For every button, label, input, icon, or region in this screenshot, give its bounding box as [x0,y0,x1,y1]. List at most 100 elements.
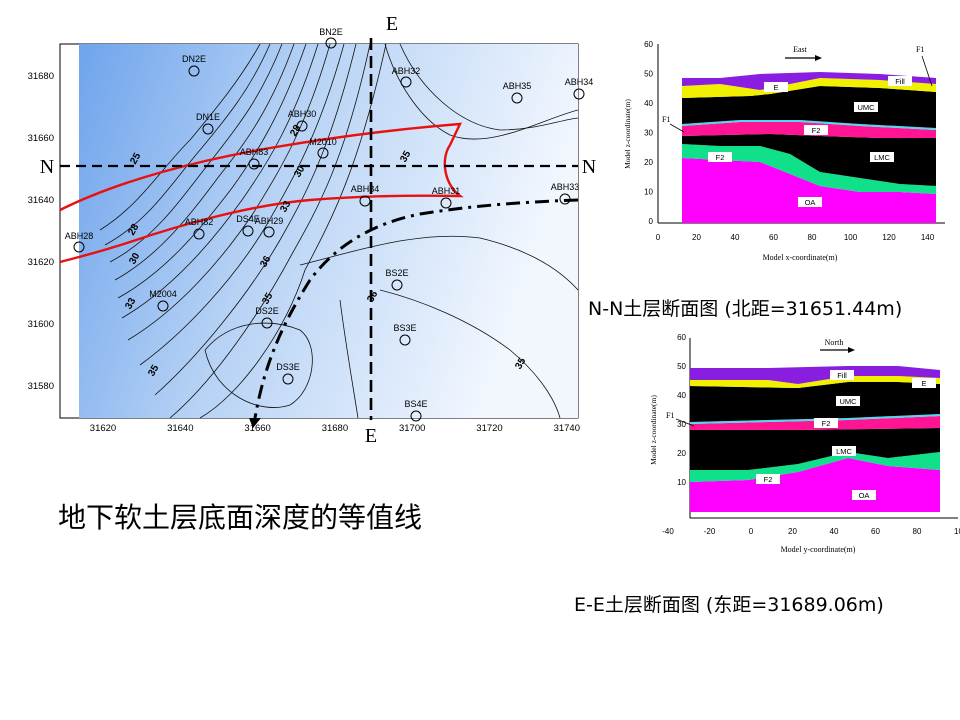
borehole-label: M2010 [309,137,337,147]
ee-layer-label-box [814,418,838,428]
ee-layer-label-box [832,446,856,456]
section-nn-caption: N-N土层断面图 (北距=31651.44m) [588,298,903,320]
soft-soil-boundary [59,122,464,264]
map-x-tick-label: 31720 [476,423,502,434]
ee-x-tick-label: -20 [704,527,716,536]
borehole-label: ABH31 [432,186,461,196]
fault-line [253,198,579,419]
borehole-label: DN2E [182,54,206,64]
nn-y-tick-label: 20 [644,158,653,167]
contour-value-label: 30 [292,164,307,180]
nn-layer-label-box [854,102,878,112]
nn-layer-label: UMC [857,103,875,112]
ee-layer-label-box [836,396,860,406]
borehole-marker [511,92,523,104]
map-y-tick-label: 31580 [28,381,54,392]
map-x-tick-label: 31680 [322,423,348,434]
ee-y-tick-label: 50 [677,362,686,371]
borehole-marker [202,123,214,135]
borehole-marker [359,195,371,207]
borehole-label: BS3E [393,323,416,333]
nn-y-tick-label: 60 [644,40,653,49]
borehole-label: BS2E [385,268,408,278]
borehole-label: ABH82 [185,217,214,227]
nn-layer-label-box [764,82,788,92]
borehole-marker [282,373,294,385]
contour-value-label: 25 [128,151,143,167]
ee-x-tick-label: 60 [871,527,880,536]
borehole-label: ABH29 [255,216,284,226]
borehole-marker [157,300,169,312]
contour-value-label: 35 [398,149,413,165]
nn-x-tick-label: 100 [844,233,858,242]
borehole-marker [261,317,273,329]
nn-x-tick-label: 20 [692,233,701,242]
ee-lmc-layer [690,428,940,470]
nn-f2-green-layer [682,144,936,194]
ee-layer-label: F2 [764,475,773,484]
borehole-marker [410,410,422,422]
contour-value-label: 35 [146,363,161,379]
borehole-marker [400,76,412,88]
nn-e-layer [682,78,936,98]
borehole-marker [391,279,403,291]
ee-y-tick-label: 20 [677,449,686,458]
nn-direction-label: East [793,45,808,54]
borehole-label: DN1E [196,112,220,122]
nn-x-tick-label: 140 [921,233,935,242]
map-y-tick-label: 31660 [28,133,54,144]
section-n-right-label: N [582,156,596,178]
contour-value-label: 28 [126,222,141,238]
ee-layer-label-box [756,474,780,484]
nn-layer-label: E [773,83,778,92]
ee-f2-green-layer [690,452,940,482]
nn-x-tick-label: 120 [882,233,896,242]
borehole-label: ABH33 [551,182,580,192]
borehole-marker [263,226,275,238]
contour-value-label: 35 [260,291,275,307]
contour-map-title: 地下软土层底面深度的等值线 [58,501,423,534]
ee-x-tick-label: 40 [830,527,839,536]
contour-value-label: 33 [123,296,138,312]
nn-umc-layer [682,86,936,128]
ee-layer-label: F2 [822,419,831,428]
nn-layer-label-box [888,76,912,86]
nn-x-tick-label: 0 [656,233,661,242]
nn-layer-label: F2 [716,153,725,162]
nn-fill-layer [682,72,936,90]
ee-layer-label-box [912,378,936,388]
ee-y-tick-label: 30 [677,420,686,429]
contour-value-label: 36 [365,289,380,305]
ee-oa-layer [690,458,940,512]
nn-x-tick-label: 40 [731,233,740,242]
ee-fault-left-label: F1 [666,411,674,420]
borehole-marker [73,241,85,253]
map-x-tick-label: 31740 [554,423,580,434]
nn-layer-label-box [798,197,822,207]
nn-y-tick-label: 30 [644,129,653,138]
borehole-label: ABH84 [351,184,380,194]
borehole-label: ABH32 [392,66,421,76]
contour-lines [99,44,578,418]
borehole-label: DS3E [276,362,300,372]
nn-xlabel: Model x-coordinate(m) [763,253,838,262]
ee-x-tick-label: 20 [788,527,797,536]
ee-umc-layer [690,382,940,422]
nn-fault-left-label: F1 [662,115,670,124]
ee-layer-label-box [852,490,876,500]
map-y-tick-label: 31620 [28,257,54,268]
borehole-marker [399,334,411,346]
ee-x-tick-label: 0 [749,527,754,536]
ee-direction-label: North [825,338,844,347]
borehole-label: BN2E [319,27,343,37]
map-y-tick-label: 31640 [28,195,54,206]
borehole-marker [440,197,452,209]
ee-layer-label: LMC [836,447,852,456]
section-nn-plot: Fill E UMC F2 LMC F2 OA East F1 F1 60 50 40 30 20 1… [623,40,945,262]
nn-x-tick-label: 80 [808,233,817,242]
nn-layer-label-box [708,152,732,162]
section-e-top-label: E [386,13,398,35]
ee-y-tick-label: 60 [677,333,686,342]
nn-layer-label: LMC [874,153,890,162]
borehole-label: M2004 [149,289,177,299]
